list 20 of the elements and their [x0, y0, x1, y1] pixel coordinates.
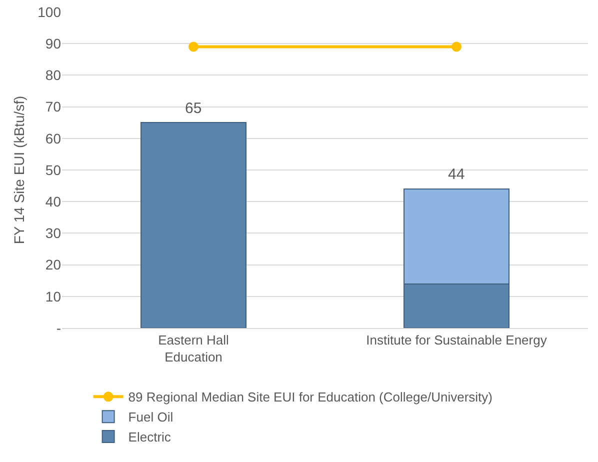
y-tick-label: 30: [45, 225, 62, 242]
legend-label: 89 Regional Median Site EUI for Education (College/University): [128, 390, 492, 405]
x-tick-label: Institute for Sustainable Energy: [366, 332, 548, 348]
legend-label: Electric: [128, 430, 172, 445]
y-tick-label: 100: [38, 4, 62, 20]
y-axis-title: FY 14 Site EUI (kBtu/sf): [11, 96, 27, 244]
y-tick-label: 90: [45, 36, 62, 52]
y-tick-label: -: [56, 320, 62, 336]
y-tick-label: 80: [45, 67, 62, 84]
bar: [140, 122, 247, 328]
total-label: 65: [185, 100, 202, 117]
y-tick-label: 70: [45, 98, 62, 115]
x-tick-label: Eastern Hall Education: [158, 332, 230, 364]
y-tick-label: 40: [45, 194, 62, 210]
y-tick-label: 10: [45, 288, 62, 304]
total-label: 44: [448, 166, 465, 183]
y-tick-label: 50: [45, 162, 62, 178]
y-tick-label: 20: [45, 256, 62, 273]
y-tick-label: 60: [45, 130, 62, 146]
legend-label: Fuel Oil: [128, 410, 174, 425]
